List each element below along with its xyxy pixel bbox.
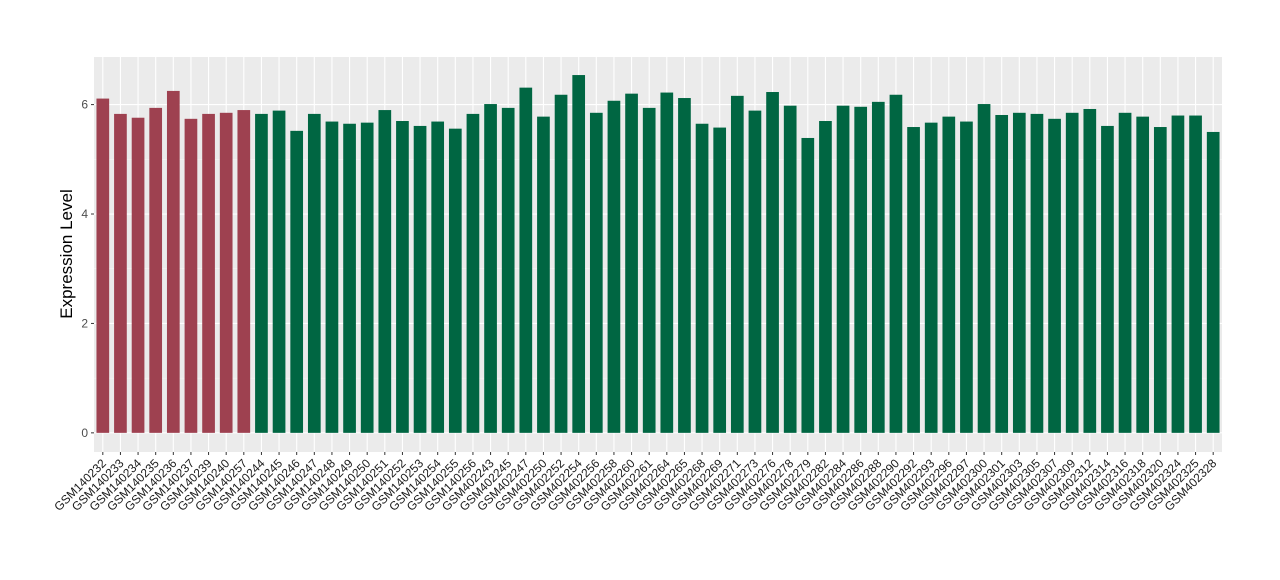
bar-GSM402292 bbox=[907, 127, 920, 433]
bar-GSM402271 bbox=[730, 95, 744, 433]
bar-GSM402245 bbox=[501, 107, 515, 433]
bar-GSM402254 bbox=[572, 75, 586, 433]
bar-GSM402297 bbox=[960, 121, 973, 433]
bar-GSM402256 bbox=[589, 112, 603, 433]
bar-GSM140235 bbox=[149, 107, 163, 433]
bar-GSM402309 bbox=[1065, 112, 1079, 433]
bar-GSM402312 bbox=[1083, 108, 1097, 433]
bar-GSM140244 bbox=[255, 113, 268, 433]
bar-GSM140233 bbox=[114, 113, 127, 433]
bar-GSM402247 bbox=[519, 87, 533, 433]
bar-GSM402288 bbox=[871, 101, 885, 433]
bar-GSM402260 bbox=[625, 93, 638, 433]
bar-GSM140249 bbox=[343, 123, 356, 433]
bar-GSM402320 bbox=[1153, 127, 1167, 433]
bar-GSM402314 bbox=[1101, 125, 1114, 433]
bar-GSM402276 bbox=[766, 92, 779, 433]
bar-GSM402261 bbox=[642, 107, 656, 433]
y-axis: 0 2 4 6 bbox=[81, 98, 94, 440]
bar-GSM402243 bbox=[484, 104, 497, 433]
bar-GSM402265 bbox=[678, 98, 691, 433]
bar-GSM402305 bbox=[1030, 113, 1044, 433]
bar-GSM140248 bbox=[325, 121, 339, 433]
bar-GSM402303 bbox=[1012, 112, 1026, 433]
bar-GSM402268 bbox=[695, 123, 709, 433]
bar-GSM140255 bbox=[448, 128, 462, 433]
bars bbox=[96, 75, 1220, 433]
bar-GSM140253 bbox=[413, 125, 427, 433]
bar-GSM402325 bbox=[1189, 115, 1202, 433]
bar-GSM140239 bbox=[202, 113, 215, 433]
bar-GSM140251 bbox=[378, 110, 392, 433]
bar-GSM140245 bbox=[272, 110, 286, 433]
bar-GSM402296 bbox=[942, 116, 956, 433]
bar-GSM402273 bbox=[748, 110, 762, 433]
bar-GSM402252 bbox=[554, 94, 568, 433]
bar-GSM140232 bbox=[96, 98, 110, 433]
bar-GSM402264 bbox=[660, 92, 674, 433]
bar-GSM402301 bbox=[995, 114, 1009, 433]
bar-GSM402307 bbox=[1048, 118, 1061, 433]
bar-GSM140257 bbox=[237, 110, 251, 433]
bar-GSM140252 bbox=[396, 121, 409, 433]
bar-GSM402300 bbox=[977, 104, 991, 433]
bar-GSM402278 bbox=[783, 105, 797, 433]
y-tick-label: 4 bbox=[81, 207, 88, 221]
bar-GSM140254 bbox=[431, 121, 445, 433]
bar-GSM402284 bbox=[836, 105, 850, 433]
x-axis: GSM140232GSM140233GSM140234GSM140235GSM1… bbox=[51, 452, 1220, 514]
bar-GSM402279 bbox=[801, 137, 815, 433]
bar-GSM140256 bbox=[466, 113, 480, 433]
bar-GSM402324 bbox=[1171, 115, 1185, 433]
y-tick-label: 6 bbox=[81, 98, 88, 112]
bar-GSM402286 bbox=[854, 106, 868, 433]
y-tick-label: 0 bbox=[81, 426, 88, 440]
bar-GSM140240 bbox=[219, 112, 233, 433]
bar-GSM140234 bbox=[131, 117, 145, 433]
bar-GSM140236 bbox=[166, 90, 180, 433]
bar-GSM140237 bbox=[184, 118, 198, 433]
bar-GSM402328 bbox=[1206, 131, 1220, 433]
bar-GSM402282 bbox=[819, 121, 832, 433]
bar-GSM402290 bbox=[889, 94, 903, 433]
bar-GSM140247 bbox=[307, 113, 321, 433]
y-axis-label: Expression Level bbox=[57, 189, 76, 318]
bar-GSM402316 bbox=[1118, 112, 1132, 433]
bar-GSM140250 bbox=[360, 122, 374, 433]
bar-GSM402250 bbox=[537, 116, 550, 433]
y-tick-label: 2 bbox=[81, 316, 88, 330]
bar-GSM402293 bbox=[924, 122, 938, 433]
bar-GSM140246 bbox=[290, 130, 304, 433]
bar-GSM402269 bbox=[713, 127, 727, 433]
bar-GSM402318 bbox=[1136, 116, 1150, 433]
bar-GSM402258 bbox=[607, 100, 621, 433]
